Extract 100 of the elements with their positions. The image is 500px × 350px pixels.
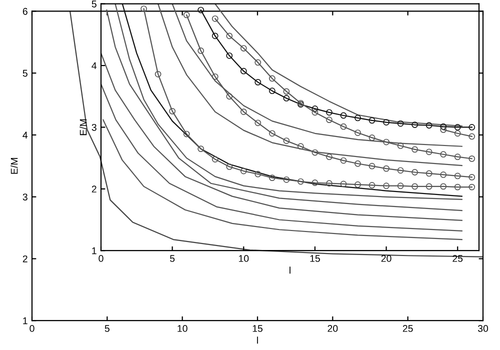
point <box>397 142 404 149</box>
point <box>254 170 262 178</box>
point <box>383 165 390 172</box>
point <box>226 164 233 170</box>
line-series <box>101 83 462 232</box>
point <box>454 172 461 180</box>
point <box>268 130 276 137</box>
x-tick-label: 0 <box>30 325 34 332</box>
point <box>368 117 376 124</box>
point <box>326 116 332 124</box>
point <box>326 180 332 187</box>
y-tick-label: 5 <box>92 0 96 8</box>
point <box>440 151 447 158</box>
point <box>468 133 476 140</box>
point <box>340 123 347 130</box>
y-axis-title: E/M <box>10 158 18 174</box>
y-tick-label: 2 <box>92 186 96 192</box>
y-tick-label: 5 <box>22 70 28 77</box>
x-tick-label: 15 <box>252 325 262 332</box>
point <box>298 143 304 150</box>
point <box>226 52 233 59</box>
y-tick-label: 1 <box>23 317 28 324</box>
point <box>354 114 361 122</box>
point <box>254 78 262 86</box>
x-tick-label: 25 <box>402 325 413 332</box>
point <box>212 15 218 22</box>
y-tick-label: 4 <box>22 132 28 138</box>
point <box>154 70 162 78</box>
point <box>412 122 418 128</box>
line-series <box>101 52 462 221</box>
point <box>298 178 304 185</box>
point <box>468 155 476 162</box>
point <box>454 184 461 190</box>
point <box>212 73 218 80</box>
point <box>312 180 318 186</box>
point <box>198 146 204 152</box>
point <box>183 12 190 18</box>
x-tick-label: 10 <box>178 325 188 332</box>
point <box>340 157 347 164</box>
point <box>426 170 432 177</box>
point <box>254 59 262 66</box>
line-series <box>102 119 462 240</box>
point <box>268 88 276 94</box>
point <box>340 112 347 119</box>
point <box>454 130 461 137</box>
point <box>354 130 361 136</box>
y-tick-label: 1 <box>92 247 96 254</box>
point <box>212 32 218 40</box>
point <box>140 6 147 12</box>
point <box>283 176 290 183</box>
point <box>254 120 262 126</box>
x-axis-title: l <box>257 336 258 344</box>
point <box>226 93 233 100</box>
point <box>212 156 218 162</box>
point <box>454 154 461 160</box>
x-tick-label: 5 <box>104 325 110 332</box>
y-tick-label: 6 <box>22 8 28 15</box>
point <box>368 162 376 170</box>
point <box>397 182 404 190</box>
x-tick-label: 30 <box>478 325 488 332</box>
point <box>226 32 233 40</box>
point <box>240 45 247 52</box>
point <box>412 146 418 153</box>
y-tick-label: 4 <box>92 62 97 70</box>
x-tick-label: 25 <box>452 255 463 262</box>
point <box>440 172 447 178</box>
point <box>354 181 361 188</box>
point <box>383 138 390 146</box>
point <box>383 119 390 126</box>
x-tick-label: 15 <box>310 255 320 262</box>
point <box>268 75 276 82</box>
x-tick-label: 0 <box>98 255 104 262</box>
point <box>283 95 290 102</box>
point <box>426 148 432 156</box>
point <box>468 124 476 130</box>
point <box>440 123 447 130</box>
point <box>326 109 332 116</box>
point <box>383 182 390 190</box>
x-tick-label: 10 <box>238 255 249 262</box>
point <box>240 108 247 115</box>
y-tick-label: 3 <box>92 124 96 131</box>
y-tick-label: 3 <box>22 194 28 200</box>
point <box>240 168 247 174</box>
point <box>312 149 318 156</box>
point <box>426 183 432 190</box>
point <box>198 6 204 14</box>
point <box>368 182 376 188</box>
point <box>397 167 404 174</box>
point <box>468 184 476 190</box>
point <box>412 169 418 176</box>
point <box>454 124 461 130</box>
x-tick-label: 20 <box>328 325 338 332</box>
point <box>440 183 447 190</box>
point <box>240 68 247 74</box>
point <box>198 48 204 54</box>
x-tick-label: 20 <box>381 255 392 262</box>
point <box>368 134 376 141</box>
point <box>283 138 290 144</box>
point <box>312 109 318 116</box>
point <box>340 180 347 188</box>
